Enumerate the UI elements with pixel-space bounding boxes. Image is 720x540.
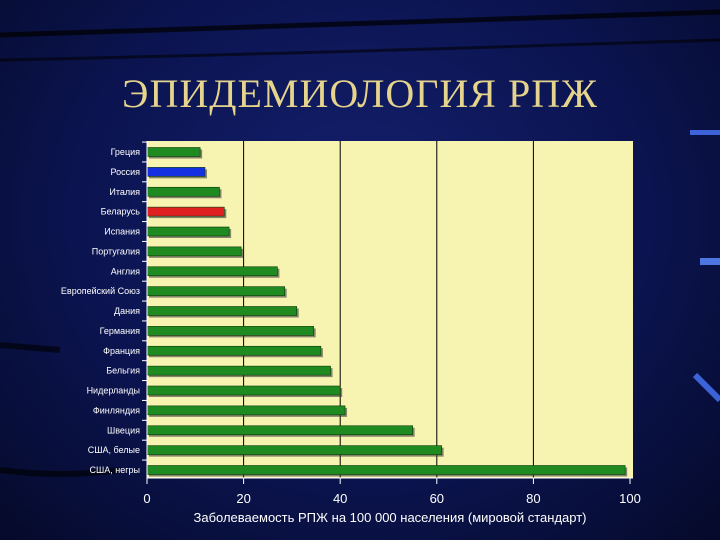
bar: [146, 345, 322, 356]
bar: [146, 445, 442, 455]
category-label: Беларусь: [101, 207, 141, 217]
bar: [146, 286, 285, 296]
bar: [146, 306, 298, 316]
bar: [146, 266, 278, 277]
category-label: США, негры: [90, 465, 140, 475]
x-tick-label: 20: [236, 491, 250, 506]
bar: [146, 405, 346, 416]
bar: [146, 167, 206, 177]
x-tick-label: 60: [430, 491, 444, 506]
category-label: Греция: [111, 147, 141, 157]
bar: [146, 385, 341, 396]
category-label: Италия: [109, 187, 140, 197]
bar: [146, 186, 220, 197]
x-tick-label: 100: [619, 491, 641, 506]
category-label: Европейский Союз: [61, 286, 140, 296]
bar: [146, 246, 242, 257]
x-tick-label: 80: [526, 491, 540, 506]
category-label: Швеция: [107, 425, 140, 435]
bar: [146, 425, 413, 436]
category-label: Россия: [110, 167, 140, 177]
category-label: Финляндия: [93, 405, 140, 415]
slide-title: ЭПИДЕМИОЛОГИЯ РПЖ: [122, 71, 598, 116]
x-axis-title: Заболеваемость РПЖ на 100 000 населения …: [194, 510, 587, 525]
category-label: Нидерланды: [87, 386, 140, 396]
x-tick-label: 40: [333, 491, 347, 506]
category-label: Испания: [104, 227, 140, 237]
x-tick-label: 0: [143, 491, 150, 506]
bar: [146, 206, 225, 217]
category-label: Англия: [111, 266, 140, 276]
bar: [146, 365, 331, 376]
bar: [146, 465, 626, 475]
bar: [146, 147, 201, 157]
category-label: Германия: [100, 326, 140, 336]
category-label: США, белые: [88, 445, 140, 455]
bar: [146, 326, 314, 336]
category-label: Дания: [114, 306, 140, 316]
category-label: Португалия: [92, 246, 140, 256]
category-label: Бельгия: [106, 366, 140, 376]
category-label: Франция: [103, 346, 140, 356]
bar: [146, 226, 230, 237]
